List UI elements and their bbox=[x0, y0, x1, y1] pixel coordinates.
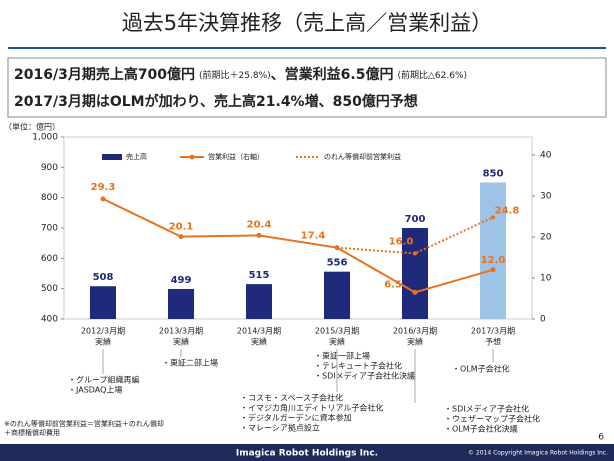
event-item: ・テレキュート子会社化 bbox=[314, 361, 402, 371]
x-tick-label: 2014/3月期 bbox=[237, 327, 281, 336]
bar bbox=[90, 286, 116, 319]
legend-swatch bbox=[189, 154, 195, 160]
event-item: ・東証二部上場 bbox=[162, 358, 218, 368]
footnote: ＋商標権償却費用 bbox=[4, 428, 60, 437]
x-tick-label: 2016/3月期 bbox=[393, 327, 437, 336]
y-tick-label: 400 bbox=[41, 315, 58, 325]
event-item: ・SDIメディア子会社化 bbox=[444, 404, 529, 414]
x-tick-label: 実績 bbox=[251, 337, 267, 347]
event-item: ・OLM子会社化決議 bbox=[444, 424, 518, 434]
line-point bbox=[412, 289, 418, 295]
y-tick-label: 1,000 bbox=[32, 133, 58, 143]
event-item: ・グループ組織再編 bbox=[68, 375, 140, 385]
slide-title: 過去5年決算推移（売上高／営業利益） bbox=[122, 11, 492, 35]
bar bbox=[324, 271, 350, 319]
line-point bbox=[335, 245, 339, 250]
x-tick-label: 実績 bbox=[407, 337, 423, 347]
event-item: ・SDIメディア子会社化決議 bbox=[314, 371, 415, 381]
legend-label: のれん等償却前営業利益 bbox=[324, 152, 401, 161]
line-point bbox=[256, 232, 262, 238]
line-label: 20.1 bbox=[169, 222, 194, 233]
line-label: 12.0 bbox=[481, 255, 506, 266]
bar-label: 515 bbox=[249, 270, 270, 281]
y2-tick-label: 20 bbox=[540, 233, 552, 243]
summary-line2: 2017/3月期はOLMが加わり、売上高21.4%増、850億円予想 bbox=[14, 93, 418, 110]
event-item: ・OLM子会社化 bbox=[452, 364, 510, 374]
bar bbox=[402, 228, 428, 319]
line-label: 20.4 bbox=[247, 219, 272, 230]
y-tick-label: 700 bbox=[41, 224, 58, 234]
summary-box bbox=[7, 57, 607, 118]
y2-tick-label: 0 bbox=[540, 315, 546, 325]
y-axis-label: （単位：億円） bbox=[4, 122, 60, 132]
summary-line1: 2016/3月期売上高700億円 (前期比＋25.8%)、営業利益6.5億円 (前期… bbox=[14, 66, 467, 83]
bar-label: 499 bbox=[171, 275, 192, 286]
bar bbox=[168, 288, 194, 319]
x-tick-label: 実績 bbox=[173, 337, 189, 347]
event-item: ・JASDAQ上場 bbox=[68, 385, 122, 395]
footer-company: Imagica Robot Holdings Inc. bbox=[236, 449, 378, 459]
y2-tick-label: 30 bbox=[540, 192, 552, 202]
line-point bbox=[178, 234, 184, 240]
bar-label: 700 bbox=[405, 214, 426, 225]
bar-label: 850 bbox=[483, 169, 504, 180]
x-tick-label: 2015/3月期 bbox=[315, 327, 359, 336]
summary-note: (前期比＋25.8%) bbox=[199, 69, 271, 81]
bar-label: 508 bbox=[93, 272, 114, 283]
event-item: ・コスモ・スペース子会社化 bbox=[240, 393, 343, 403]
line-point bbox=[491, 215, 495, 220]
event-item: ・デジタルガーデンに資本参加 bbox=[240, 413, 352, 423]
y-tick-label: 500 bbox=[41, 284, 58, 294]
event-item: ・東証一部上場 bbox=[314, 351, 370, 361]
y-tick-label: 900 bbox=[41, 163, 58, 173]
x-tick-label: 2017/3月期 bbox=[471, 327, 515, 336]
line-label: 29.3 bbox=[91, 182, 116, 193]
line-point bbox=[413, 251, 417, 256]
x-tick-label: 実績 bbox=[95, 337, 111, 347]
event-item: ・ウェザーマップ子会社化 bbox=[444, 414, 540, 424]
y2-tick-label: 10 bbox=[540, 274, 552, 284]
x-tick-label: 2013/3月期 bbox=[159, 327, 203, 336]
legend-swatch bbox=[102, 154, 122, 160]
line-label: 17.4 bbox=[301, 231, 326, 242]
page-number: 6 bbox=[598, 433, 604, 443]
x-tick-label: 2012/3月期 bbox=[81, 327, 125, 336]
legend-label: 営業利益（右軸） bbox=[208, 152, 264, 161]
summary-main: 2016/3月期売上高700億円 bbox=[14, 66, 195, 83]
event-item: ・イマジカ角川エディトリアル子会社化 bbox=[240, 403, 383, 413]
bar bbox=[246, 284, 272, 319]
footer-bar bbox=[0, 444, 614, 461]
y2-tick-label: 40 bbox=[540, 151, 552, 161]
line-label: 24.8 bbox=[495, 205, 520, 216]
line-label: 16.0 bbox=[389, 236, 414, 247]
bar-label: 556 bbox=[327, 258, 348, 269]
line-label: 6.5 bbox=[384, 279, 402, 290]
legend-label: 売上高 bbox=[126, 152, 147, 161]
footer-copyright: © 2014 Copyright Imagica Robot Holdings … bbox=[468, 450, 608, 457]
line-point bbox=[490, 267, 496, 273]
footnote: ※のれん等償却前営業利益＝営業利益＋のれん償却 bbox=[4, 419, 164, 428]
summary-main: 、営業利益6.5億円 bbox=[271, 66, 394, 83]
line bbox=[102, 197, 494, 294]
bar bbox=[480, 182, 506, 319]
y-tick-label: 600 bbox=[41, 254, 58, 264]
x-tick-label: 実績 bbox=[329, 337, 345, 347]
summary-note: (前期比△62.6%) bbox=[397, 69, 467, 81]
line-point bbox=[100, 196, 106, 202]
x-tick-label: 予想 bbox=[485, 337, 501, 347]
event-item: ・マレーシア拠点設立 bbox=[240, 423, 320, 433]
y-tick-label: 800 bbox=[41, 193, 58, 203]
